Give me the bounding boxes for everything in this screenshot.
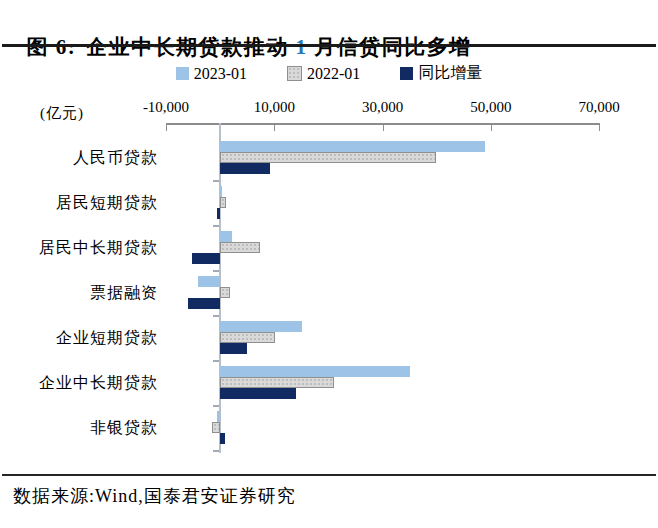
bar-2023-01-票据融资 bbox=[198, 276, 220, 287]
bar-同比增量-居民短期贷款 bbox=[217, 208, 221, 219]
x-axis-tick-label: 10,000 bbox=[224, 99, 324, 116]
bar-2023-01-人民币贷款 bbox=[220, 141, 485, 152]
plot-area bbox=[166, 123, 599, 461]
legend-swatch-2023-01 bbox=[176, 67, 189, 80]
bar-同比增量-企业中长期贷款 bbox=[220, 388, 296, 399]
category-boundary-tick bbox=[213, 180, 219, 182]
legend-item-2022-01: 2022-01 bbox=[287, 65, 360, 83]
title-divider bbox=[2, 44, 656, 47]
category-label: 人民币贷款 bbox=[0, 135, 158, 180]
category-boundary-tick bbox=[213, 450, 219, 452]
bar-同比增量-居民中长期贷款 bbox=[192, 253, 220, 264]
category-label: 企业中长期贷款 bbox=[0, 360, 158, 405]
x-axis-tick-label: 50,000 bbox=[441, 99, 541, 116]
bar-2022-01-非银贷款 bbox=[212, 422, 220, 433]
figure-title-text-2: 月信贷同比多增 bbox=[308, 35, 472, 59]
chart-legend: 2023-01 2022-01 同比增量 bbox=[0, 63, 658, 84]
bar-2023-01-居民中长期贷款 bbox=[220, 231, 232, 242]
category-boundary-tick bbox=[213, 360, 219, 362]
bar-2022-01-票据融资 bbox=[220, 287, 230, 298]
bar-2023-01-非银贷款 bbox=[217, 411, 220, 422]
category-boundary-tick bbox=[213, 270, 219, 272]
category-label: 企业短期贷款 bbox=[0, 315, 158, 360]
bar-同比增量-非银贷款 bbox=[220, 433, 225, 444]
legend-label-2023-01: 2023-01 bbox=[194, 65, 247, 83]
legend-label-2022-01: 2022-01 bbox=[307, 65, 360, 83]
x-axis-tick-label: -10,000 bbox=[116, 99, 216, 116]
x-axis-tick-label: 70,000 bbox=[549, 99, 649, 116]
bar-2022-01-居民短期贷款 bbox=[220, 197, 225, 208]
figure-title: 图 6: 企业中长期贷款推动 1 月信贷同比多增 bbox=[13, 8, 472, 61]
bar-2022-01-企业中长期贷款 bbox=[220, 377, 334, 388]
legend-swatch-yoy-increment bbox=[400, 67, 413, 80]
x-axis-tick-mark bbox=[599, 125, 600, 131]
category-label: 非银贷款 bbox=[0, 405, 158, 450]
category-boundary-tick bbox=[213, 225, 219, 227]
category-label: 居民短期贷款 bbox=[0, 180, 158, 225]
bar-同比增量-票据融资 bbox=[188, 298, 220, 309]
x-axis-tick-mark bbox=[491, 125, 492, 131]
x-axis-tick-label: 30,000 bbox=[333, 99, 433, 116]
category-label: 居民中长期贷款 bbox=[0, 225, 158, 270]
bar-2023-01-企业中长期贷款 bbox=[220, 366, 409, 377]
figure-title-text: 企业中长期贷款推动 bbox=[86, 35, 295, 59]
category-boundary-tick bbox=[213, 405, 219, 407]
bar-2022-01-企业短期贷款 bbox=[220, 332, 275, 343]
legend-item-yoy-increment: 同比增量 bbox=[400, 63, 482, 84]
category-boundary-tick bbox=[213, 315, 219, 317]
bar-2023-01-企业短期贷款 bbox=[220, 321, 302, 332]
title-number: 1 bbox=[296, 35, 308, 59]
data-source: 数据来源:Wind,国泰君安证券研究 bbox=[13, 484, 296, 508]
axis-unit-label: (亿元) bbox=[40, 104, 84, 123]
legend-item-2023-01: 2023-01 bbox=[176, 65, 247, 83]
bar-同比增量-人民币贷款 bbox=[220, 163, 270, 174]
x-axis-tick-mark bbox=[383, 125, 384, 131]
bar-chart: (亿元) -10,000 10,000 30,000 50,000 70,000 人民币贷… bbox=[0, 95, 658, 467]
bar-2022-01-人民币贷款 bbox=[220, 152, 435, 163]
legend-swatch-2022-01 bbox=[287, 66, 302, 81]
x-axis-tick-mark bbox=[166, 125, 167, 131]
bar-2023-01-居民短期贷款 bbox=[220, 186, 222, 197]
x-axis-tick-mark bbox=[274, 125, 275, 131]
legend-label-yoy-increment: 同比增量 bbox=[418, 63, 482, 84]
figure-number: 图 6: bbox=[27, 35, 77, 59]
footer-divider bbox=[2, 474, 656, 476]
bar-同比增量-企业短期贷款 bbox=[220, 343, 247, 354]
category-label: 票据融资 bbox=[0, 270, 158, 315]
bar-2022-01-居民中长期贷款 bbox=[220, 242, 260, 253]
